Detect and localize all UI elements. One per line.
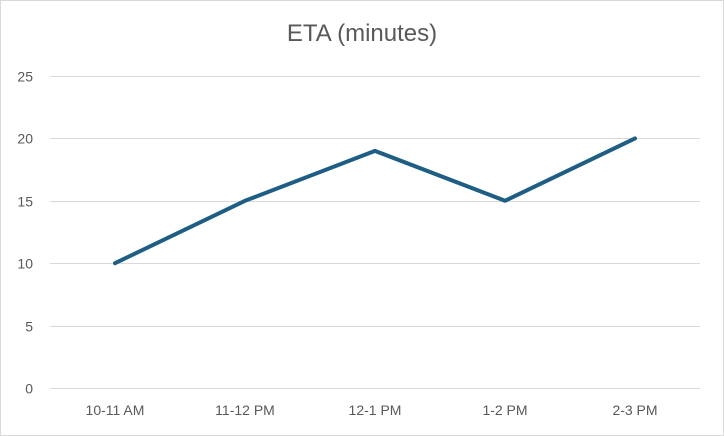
x-tick-label-5: 2-3 PM	[612, 402, 657, 418]
y-tick-label-20: 20	[17, 131, 33, 147]
series-line-1	[113, 136, 637, 266]
y-tick-label-0: 0	[25, 381, 33, 397]
chart-title: ETA (minutes)	[286, 20, 438, 47]
x-tick-label-3: 12-1 PM	[349, 402, 402, 418]
x-tick-label-4: 1-2 PM	[482, 402, 527, 418]
x-tick-label-1: 10-11 AM	[86, 402, 145, 418]
y-tick-label-15: 15	[17, 194, 33, 210]
gridlines	[50, 76, 700, 389]
x-tick-label-2: 11-12 PM	[215, 402, 275, 418]
x-axis-tick-labels: 10-11 AM 11-12 PM 12-1 PM 1-2 PM 2-3 PM	[86, 402, 658, 418]
y-tick-label-5: 5	[25, 319, 33, 335]
series-lines	[113, 136, 637, 266]
y-tick-label-25: 25	[17, 69, 33, 85]
y-tick-label-10: 10	[17, 256, 33, 272]
y-axis-tick-labels: 0 5 10 15 20 25	[17, 69, 33, 397]
